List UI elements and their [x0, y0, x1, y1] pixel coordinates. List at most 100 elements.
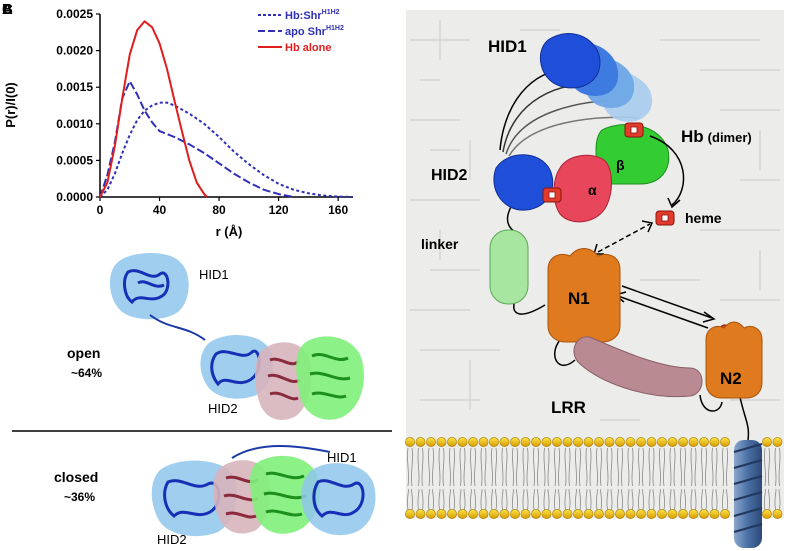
lipid-head [552, 509, 562, 519]
lipid-head [447, 509, 457, 519]
n1-label: N1 [568, 289, 590, 308]
panel-label-a: A [2, 1, 13, 18]
y-axis-label: P(r)/I(0) [3, 82, 18, 128]
heme-exchange-arrow [597, 223, 651, 253]
lipid-head [457, 509, 468, 519]
lipid-head [583, 437, 594, 447]
x-tick-label: 40 [153, 203, 167, 217]
lipid-head [762, 437, 772, 447]
lipid-head [478, 509, 489, 519]
y-tick-label: 0.0020 [56, 44, 93, 58]
lipid-head [426, 437, 436, 447]
lipid-head [562, 509, 573, 519]
x-tick-label: 120 [269, 203, 289, 217]
heme-icon [624, 122, 644, 138]
open-structure: HID1 HID2 open ~64% [67, 253, 364, 420]
panel-a: A B C 0 40 80 120 160 0.00000.00050.00100.00… [2, 1, 354, 239]
neat-n2: N2 [705, 321, 763, 399]
lipid-head [646, 509, 657, 519]
lipid-head [594, 437, 604, 447]
lipid-head [688, 437, 699, 447]
n1-n2-arrow-forward [621, 285, 713, 319]
lipid-head [468, 437, 478, 447]
y-tick-label: 0.0010 [56, 117, 93, 131]
n1-n2-arrowhead-forward [702, 311, 716, 323]
lipid-head [594, 509, 604, 519]
panel-schematic: HID1 HID2 α β Hb (dimer) [405, 10, 784, 548]
y-tick-label: 0.0025 [56, 7, 93, 21]
lipid-head [447, 437, 457, 447]
membrane [405, 437, 783, 519]
closed-linker [231, 445, 331, 459]
hb-alpha-subunit [553, 154, 612, 223]
beta-label: β [616, 157, 625, 173]
hid1-ribbon-open [123, 269, 170, 305]
lipid-head [415, 509, 426, 519]
n2-label: N2 [720, 369, 742, 388]
n1-n2-arrow-back [617, 295, 709, 329]
lipid-tails [407, 447, 781, 511]
neat-n1: N1 [547, 248, 621, 343]
alpha-label: α [588, 182, 597, 198]
open-linker-tail [149, 314, 206, 341]
closed-structure: HID2 HID1 closed ~36% [54, 445, 376, 547]
lipid-head [604, 509, 615, 519]
y-ticks: 0.0000 0.0005 0.0010 0.0015 0.0020 0.0025 [56, 7, 100, 204]
lipid-head [720, 509, 730, 519]
lipid-head [678, 509, 688, 519]
hid1-surface-closed [301, 463, 376, 536]
lipid-head [709, 509, 720, 519]
lipid-head [457, 437, 468, 447]
open-hid1-label: HID1 [199, 267, 229, 282]
lipid-head [657, 437, 667, 447]
background-fibers [410, 20, 780, 421]
lipid-head [499, 437, 510, 447]
x-tick-label: 0 [97, 203, 104, 217]
lipid-head [604, 437, 615, 447]
y-tick-label: 0.0005 [56, 153, 93, 167]
lipid-heads-top [405, 437, 783, 447]
lipid-head [552, 437, 562, 447]
legend-label-hb-alone: Hb alone [285, 42, 331, 54]
hb-beta-surface-open [296, 336, 364, 420]
series-group [99, 20, 354, 198]
lipid-head [636, 437, 646, 447]
schematic-hid2-label: HID2 [431, 167, 468, 184]
lipid-head [688, 509, 699, 519]
closed-hid1-label: HID1 [327, 450, 357, 465]
lipid-head [520, 509, 531, 519]
protein-chain [506, 199, 750, 441]
lipid-head [625, 509, 636, 519]
lipid-heads-bottom [405, 509, 783, 519]
lipid-head [468, 509, 478, 519]
lipid-head [709, 437, 720, 447]
lipid-head [436, 509, 447, 519]
lipid-head [510, 437, 520, 447]
lipid-head [720, 437, 730, 447]
series-line-2 [99, 20, 208, 198]
series-line-0 [99, 101, 354, 198]
hb-label: Hb (dimer) [681, 127, 752, 146]
heme-release-arrowhead [667, 197, 681, 209]
open-state-label: open [67, 345, 100, 361]
lipid-head [541, 437, 552, 447]
arrows [592, 135, 716, 329]
lipid-head [667, 509, 678, 519]
open-hid2-label: HID2 [208, 401, 238, 416]
lipid-head [657, 509, 667, 519]
closed-state-percent: ~36% [64, 490, 95, 504]
lipid-head [499, 509, 510, 519]
lipid-head [678, 437, 688, 447]
legend: Hb:ShrH1H2 apo ShrH1H2 Hb alone [258, 9, 344, 54]
lipid-head [699, 509, 709, 519]
lipid-head [583, 509, 594, 519]
linker-domain: linker [421, 229, 529, 305]
lipid-head [531, 437, 541, 447]
linker-label: linker [421, 236, 459, 252]
lipid-head [636, 509, 646, 519]
lipid-head [405, 509, 415, 519]
y-tick-label: 0.0015 [56, 80, 93, 94]
y-tick-label: 0.0000 [56, 190, 93, 204]
lipid-head [531, 509, 541, 519]
